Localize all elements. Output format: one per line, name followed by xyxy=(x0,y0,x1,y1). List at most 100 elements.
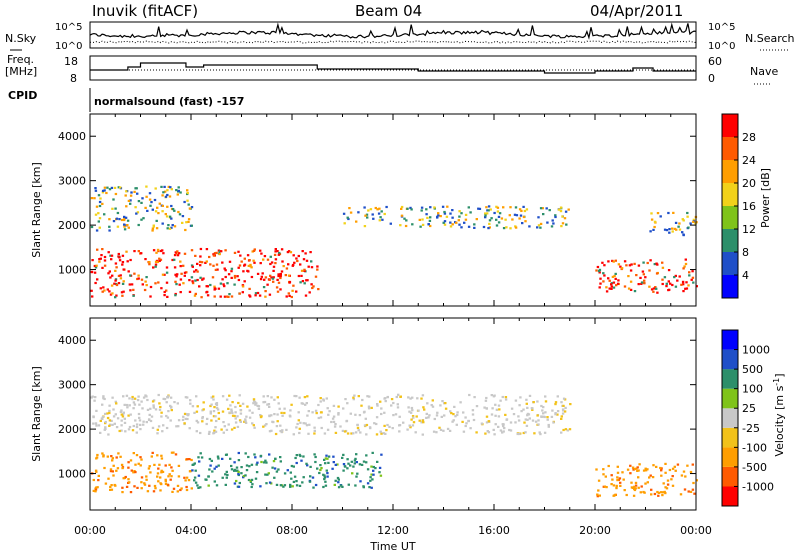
scatter-cell xyxy=(358,463,362,466)
scatter-cell xyxy=(187,203,190,206)
scatter-cell xyxy=(671,475,674,478)
scatter-cell xyxy=(224,473,227,476)
scatter-cell xyxy=(196,484,199,487)
scatter-cell xyxy=(635,467,638,470)
scatter-cell xyxy=(160,287,163,290)
scatter-cell xyxy=(288,294,291,297)
scatter-cell xyxy=(137,462,140,465)
scatter-cell xyxy=(200,261,204,264)
scatter-cell xyxy=(174,453,178,456)
scatter-cell xyxy=(230,428,234,431)
scatter-cell xyxy=(108,218,111,221)
scatter-cell xyxy=(169,478,172,481)
scatter-cell xyxy=(386,395,389,399)
scatter-cell xyxy=(124,194,127,197)
scatter-cell xyxy=(677,225,680,228)
scatter-cell xyxy=(343,430,347,433)
scatter-cell xyxy=(209,410,212,413)
scatter-cell xyxy=(125,394,129,397)
scatter-cell xyxy=(662,482,665,485)
scatter-cell xyxy=(349,211,353,214)
scatter-cell xyxy=(145,475,148,478)
power-x-ticks xyxy=(89,114,697,306)
scatter-cell xyxy=(222,421,225,424)
scatter-cell xyxy=(256,404,259,407)
scatter-cell xyxy=(230,295,234,298)
scatter-cell xyxy=(108,290,111,293)
colorbar-tick-label: 16 xyxy=(742,200,756,213)
scatter-cell xyxy=(390,404,393,407)
scatter-cell xyxy=(212,398,215,401)
scatter-cell xyxy=(666,479,670,482)
scatter-cell xyxy=(130,469,133,472)
scatter-cell xyxy=(103,289,106,292)
scatter-cell xyxy=(634,487,637,490)
scatter-cell xyxy=(221,395,225,398)
scatter-cell xyxy=(245,464,249,467)
scatter-cell xyxy=(279,288,282,291)
scatter-cell xyxy=(163,294,166,297)
scatter-cell xyxy=(567,208,570,211)
scatter-cell xyxy=(262,286,266,289)
scatter-cell xyxy=(673,276,676,279)
scatter-cell xyxy=(353,462,356,465)
scatter-cell xyxy=(167,185,170,188)
scatter-cell xyxy=(378,207,381,210)
scatter-cell xyxy=(630,263,633,266)
scatter-cell xyxy=(108,423,112,426)
scatter-cell xyxy=(304,294,308,297)
scatter-cell xyxy=(362,485,365,488)
scatter-cell xyxy=(140,487,143,490)
scatter-cell xyxy=(630,481,633,484)
scatter-cell xyxy=(121,491,124,494)
scatter-cell xyxy=(682,283,685,286)
scatter-cell xyxy=(473,223,476,226)
scatter-cell xyxy=(115,217,119,220)
scatter-cell xyxy=(244,418,247,421)
scatter-cell xyxy=(683,488,687,491)
freq-right-tick-bottom: 0 xyxy=(708,72,715,85)
scatter-cell xyxy=(114,484,117,487)
scatter-cell xyxy=(139,456,142,459)
scatter-cell xyxy=(183,252,187,255)
scatter-cell xyxy=(199,431,202,435)
scatter-cell xyxy=(554,412,557,415)
scatter-cell xyxy=(411,223,414,226)
scatter-cell xyxy=(157,425,161,428)
scatter-cell xyxy=(682,470,686,473)
scatter-cell xyxy=(443,223,447,226)
scatter-cell xyxy=(287,250,291,253)
scatter-cell xyxy=(164,480,167,483)
colorbar-segment xyxy=(722,330,738,350)
scatter-cell xyxy=(446,205,449,208)
noise-sky-trace xyxy=(89,22,697,40)
scatter-cell xyxy=(425,412,428,415)
scatter-cell xyxy=(94,490,97,493)
scatter-cell xyxy=(198,460,201,463)
scatter-cell xyxy=(636,469,639,472)
scatter-cell xyxy=(199,486,202,489)
scatter-cell xyxy=(94,422,98,425)
scatter-cell xyxy=(151,400,155,403)
scatter-cell xyxy=(268,405,271,408)
scatter-cell xyxy=(264,295,267,298)
freq-left-tick-bottom: 8 xyxy=(70,72,77,85)
scatter-cell xyxy=(560,401,563,404)
scatter-cell xyxy=(218,253,221,256)
scatter-cell xyxy=(655,272,659,275)
scatter-cell xyxy=(154,408,158,411)
scatter-cell xyxy=(561,215,564,218)
scatter-cell xyxy=(629,472,632,475)
scatter-cell xyxy=(110,419,113,422)
scatter-cell xyxy=(353,394,356,397)
scatter-cell xyxy=(595,269,598,272)
scatter-cell xyxy=(289,471,292,474)
scatter-cell xyxy=(221,476,224,479)
x-tick-label: 20:00 xyxy=(579,524,611,537)
colorbar-segment xyxy=(722,252,738,275)
scatter-cell xyxy=(494,403,497,406)
scatter-cell xyxy=(250,266,253,269)
scatter-cell xyxy=(292,263,295,267)
scatter-cell xyxy=(467,206,470,209)
scatter-cell xyxy=(674,221,678,224)
